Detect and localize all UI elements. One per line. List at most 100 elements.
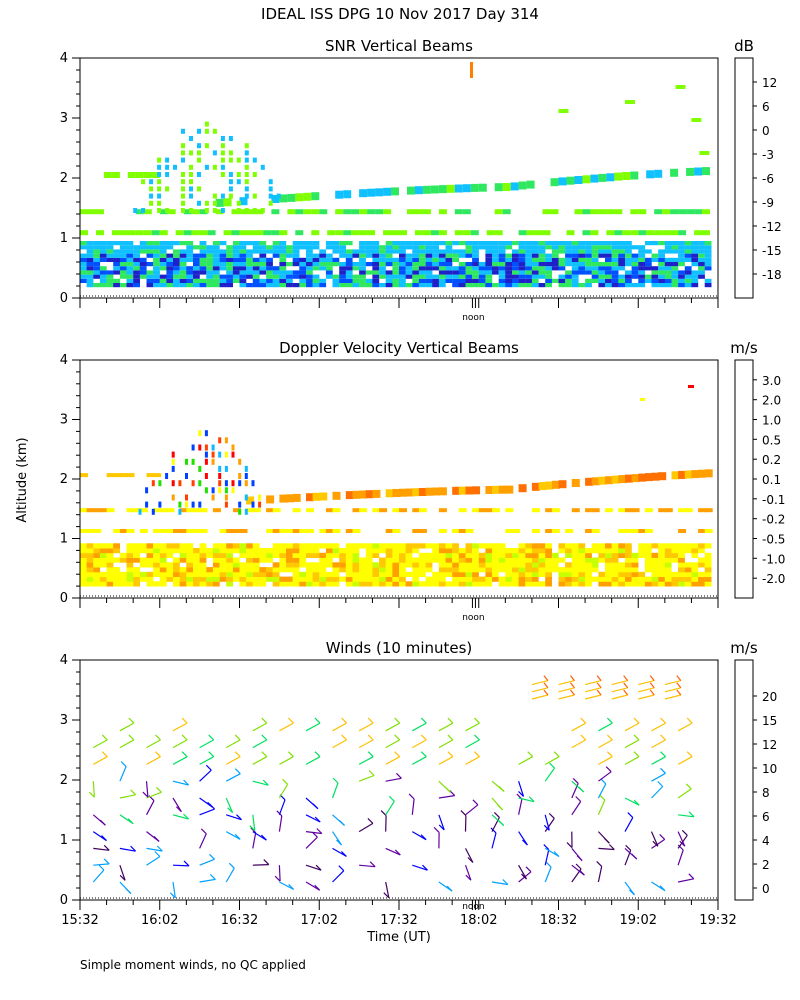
velocity-cell xyxy=(425,576,433,582)
snr-cell xyxy=(219,283,227,288)
wind-barb xyxy=(199,858,215,866)
snr-cell xyxy=(605,245,612,250)
wind-barb xyxy=(464,864,472,881)
velocity-cell xyxy=(113,581,120,587)
wind-barb xyxy=(172,780,189,786)
wind-barb xyxy=(638,680,655,686)
snr-cell xyxy=(646,170,655,179)
velocity-cell xyxy=(438,552,446,558)
snr-cell xyxy=(422,185,431,194)
snr-cell xyxy=(220,136,225,141)
snr-cell xyxy=(671,270,679,275)
snr-cell xyxy=(193,283,200,288)
wind-barb xyxy=(605,766,612,773)
snr-cell xyxy=(551,253,559,258)
snr-cell xyxy=(299,257,307,262)
velocity-cell xyxy=(412,543,420,549)
velocity-cell xyxy=(472,567,479,573)
velocity-cell xyxy=(266,548,273,554)
velocity-cell xyxy=(239,529,248,533)
wind-barb xyxy=(127,818,134,825)
snr-cell xyxy=(631,257,639,262)
snr-cell xyxy=(571,283,579,288)
wind-barb xyxy=(651,722,666,732)
snr-cell xyxy=(345,266,353,271)
velocity-cell xyxy=(259,576,267,582)
velocity-cell xyxy=(319,576,327,582)
snr-cell xyxy=(239,270,247,275)
velocity-cell xyxy=(432,557,439,563)
snr-cell xyxy=(119,262,127,267)
velocity-cell xyxy=(691,543,699,549)
velocity-cell xyxy=(598,476,607,485)
velocity-cell xyxy=(611,548,619,554)
snr-cell xyxy=(165,186,170,192)
velocity-cell xyxy=(611,581,619,587)
snr-cell xyxy=(662,230,671,236)
wind-barb xyxy=(688,811,695,818)
footer-note: Simple moment winds, no QC applied xyxy=(80,958,306,972)
snr-cell xyxy=(531,253,539,258)
snr-cell xyxy=(252,157,257,163)
snr-cell xyxy=(686,209,695,215)
snr-cell xyxy=(279,270,287,275)
velocity-cell xyxy=(266,495,275,504)
snr-cell xyxy=(226,253,233,258)
snr-cell xyxy=(505,274,513,279)
snr-cell xyxy=(472,270,479,275)
velocity-cell xyxy=(525,571,533,577)
wind-barb xyxy=(502,879,509,885)
velocity-cell xyxy=(658,472,667,481)
snr-cell xyxy=(505,257,513,262)
velocity-cell xyxy=(531,562,539,568)
snr-cell xyxy=(286,249,293,254)
snr-cell xyxy=(605,262,612,267)
snr-cell xyxy=(372,241,380,246)
velocity-cell xyxy=(492,571,499,577)
snr-cell xyxy=(263,230,272,236)
wind-barb xyxy=(305,831,322,835)
snr-cell xyxy=(199,249,207,254)
velocity-cell xyxy=(605,548,612,554)
wind-barb xyxy=(183,813,189,820)
velocity-cell xyxy=(211,444,215,451)
wind-barb xyxy=(438,739,454,749)
velocity-cell xyxy=(186,571,194,577)
snr-cell xyxy=(399,257,406,262)
velocity-cell xyxy=(531,548,539,554)
snr-cell xyxy=(204,121,209,127)
velocity-cell xyxy=(618,581,626,587)
velocity-cell xyxy=(312,562,320,568)
snr-cell xyxy=(119,230,128,236)
velocity-cell xyxy=(219,571,227,577)
velocity-cell xyxy=(198,480,202,487)
velocity-cell xyxy=(618,548,626,554)
velocity-cell xyxy=(352,543,360,549)
snr-cell xyxy=(704,249,712,254)
snr-cell xyxy=(578,283,586,288)
velocity-cell xyxy=(684,508,693,513)
wind-barb xyxy=(447,717,454,724)
velocity-cell xyxy=(538,548,546,554)
snr-cell xyxy=(631,283,639,288)
snr-cell xyxy=(199,257,207,262)
snr-cell xyxy=(345,274,353,279)
snr-cell xyxy=(189,150,193,156)
snr-cell xyxy=(518,283,526,288)
snr-cell xyxy=(498,245,506,250)
velocity-cell xyxy=(385,571,393,577)
velocity-cell xyxy=(286,576,293,582)
velocity-cell xyxy=(565,548,572,554)
snr-cell xyxy=(252,172,257,177)
velocity-cell xyxy=(399,548,406,554)
velocity-cell xyxy=(698,562,705,568)
wind-barb xyxy=(491,832,497,849)
snr-cell xyxy=(662,209,671,215)
velocity-cell xyxy=(119,581,127,587)
wind-barb xyxy=(225,831,241,840)
velocity-cell xyxy=(658,552,665,558)
velocity-cell xyxy=(345,576,353,582)
wind-barb xyxy=(278,799,286,816)
snr-cell xyxy=(565,245,572,250)
colorbar-label: 8 xyxy=(762,786,770,800)
